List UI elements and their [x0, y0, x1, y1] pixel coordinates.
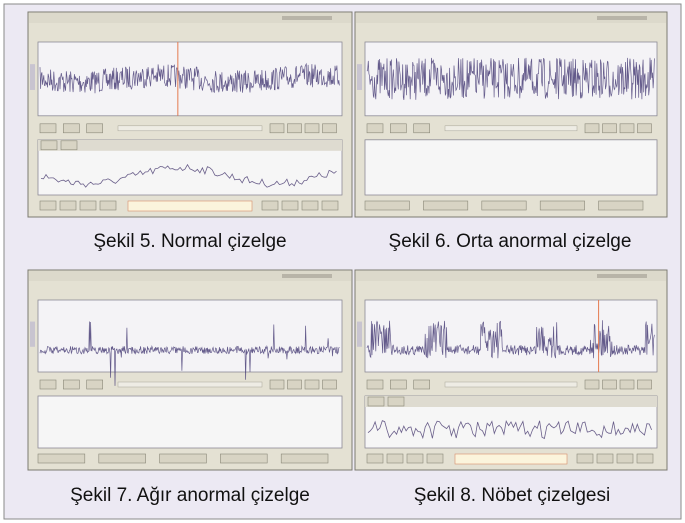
toolbar-button [638, 380, 652, 389]
toolbar-button [620, 380, 634, 389]
toolbar-button [288, 124, 302, 133]
toolbar-button [305, 124, 319, 133]
screenshot [28, 270, 352, 470]
toolbar-button [63, 124, 79, 133]
scroll-bar [445, 382, 577, 387]
toolbar-button [61, 141, 77, 150]
title-label [282, 16, 332, 20]
toolbar-button [305, 380, 319, 389]
upper-plot [38, 42, 342, 116]
toolbar-button [220, 454, 267, 463]
toolbar-button [282, 201, 298, 210]
title-label [597, 16, 647, 20]
toolbar-button [100, 201, 116, 210]
toolbar-button [637, 454, 653, 463]
toolbar-button [323, 124, 337, 133]
caption: Şekil 6. Orta anormal çizelge [389, 231, 632, 252]
toolbar-button [390, 380, 406, 389]
toolbar-button [367, 380, 383, 389]
toolbar-button [63, 380, 79, 389]
toolbar-button [368, 397, 384, 406]
screenshot [355, 270, 667, 470]
scale-label [357, 322, 362, 347]
toolbar-button [323, 380, 337, 389]
toolbar-button [407, 454, 423, 463]
toolbar-button [387, 454, 403, 463]
toolbar-button [540, 201, 584, 210]
toolbar-button [40, 201, 56, 210]
scroll-bar [445, 126, 577, 131]
toolbar-button [281, 454, 328, 463]
scale-label [30, 322, 35, 347]
time-field [128, 201, 252, 211]
scale-label [30, 64, 35, 90]
toolbar-button [423, 201, 467, 210]
toolbar-button [603, 380, 617, 389]
toolbar-button [414, 124, 430, 133]
figure-page: Şekil 5. Normal çizelge Şekil 6. Orta an… [0, 0, 685, 523]
toolbar-button [60, 201, 76, 210]
title-label [597, 274, 647, 278]
toolbar-button [367, 124, 383, 133]
toolbar-button [585, 124, 599, 133]
toolbar-button [585, 380, 599, 389]
toolbar-button [40, 124, 56, 133]
toolbar-button [427, 454, 443, 463]
toolbar-button [99, 454, 146, 463]
toolbar-button [288, 380, 302, 389]
toolbar-button [160, 454, 207, 463]
toolbar-button [599, 201, 643, 210]
toolbar-button [597, 454, 613, 463]
toolbar-button [270, 380, 284, 389]
toolbar-button [603, 124, 617, 133]
toolbar-button [482, 201, 526, 210]
upper-plot [38, 300, 342, 372]
caption: Şekil 8. Nöbet çizelgesi [414, 485, 610, 506]
toolbar-button [87, 380, 103, 389]
caption: Şekil 5. Normal çizelge [93, 231, 286, 252]
toolbar-button [322, 201, 338, 210]
time-field [455, 454, 567, 464]
toolbar-button [414, 380, 430, 389]
scroll-bar [118, 126, 262, 131]
scale-label [357, 64, 362, 90]
toolbar-button [617, 454, 633, 463]
toolbar-button [302, 201, 318, 210]
toolbar-button [38, 454, 85, 463]
toolbar-button [80, 201, 96, 210]
toolbar-button [40, 380, 56, 389]
toolbar-button [365, 201, 409, 210]
lower-toolbar [365, 396, 657, 407]
lower-toolbar [38, 140, 342, 151]
toolbar-button [367, 454, 383, 463]
toolbar-button [262, 201, 278, 210]
screenshot [355, 12, 667, 217]
screenshot [28, 12, 352, 217]
toolbar-button [390, 124, 406, 133]
scroll-bar [118, 382, 262, 387]
upper-plot [365, 300, 657, 372]
lower-plot [365, 140, 657, 195]
lower-plot [38, 396, 342, 448]
toolbar-button [41, 141, 57, 150]
toolbar-button [577, 454, 593, 463]
caption: Şekil 7. Ağır anormal çizelge [70, 485, 310, 506]
toolbar-button [270, 124, 284, 133]
toolbar-button [620, 124, 634, 133]
toolbar-button [638, 124, 652, 133]
toolbar-button [87, 124, 103, 133]
title-label [282, 274, 332, 278]
toolbar-button [388, 397, 404, 406]
